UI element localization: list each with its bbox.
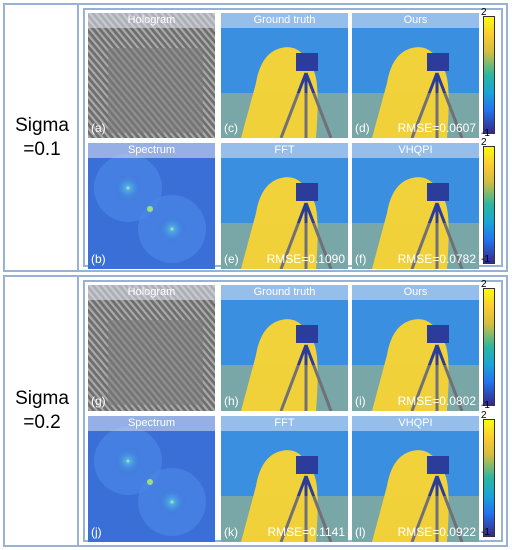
row-label-cell: Sigma =0.1	[5, 5, 79, 270]
spectrum-image	[88, 143, 215, 269]
ours-rmse: RMSE=0.0802	[397, 394, 476, 408]
colorbar	[483, 146, 495, 264]
hologram-label: (a)	[91, 121, 106, 135]
fft-image	[221, 416, 348, 542]
ground-truth-title: Ground truth	[221, 285, 348, 300]
panels-area: Hologram (a) Spectrum (b)	[83, 7, 503, 269]
fft-label: (k)	[224, 525, 238, 539]
sigma-label-line1: Sigma	[15, 388, 69, 409]
fft-title: FFT	[221, 143, 348, 158]
colorbar-max-label: 2	[481, 137, 487, 148]
fft-panel: FFT (e) RMSE=0.1090	[221, 143, 348, 269]
fft-rmse: RMSE=0.1141	[267, 525, 346, 539]
hologram-label: (g)	[91, 394, 106, 408]
colorbar-max-label: 2	[481, 7, 487, 18]
ours-panel: Ours (i) RMSE=0.0802	[352, 285, 479, 411]
vhqpi-panel: VHQPI (l) RMSE=0.0922	[352, 416, 479, 542]
hologram-title: Hologram	[88, 13, 215, 28]
colorbar-max-label: 2	[481, 279, 487, 290]
ground-truth-image	[221, 285, 348, 411]
colorbar-min-label: -1	[481, 254, 490, 265]
spectrum-title: Spectrum	[88, 416, 215, 431]
ground-truth-label: (h)	[224, 394, 239, 408]
vhqpi-panel: VHQPI (f) RMSE=0.0782	[352, 143, 479, 269]
hologram-panel: Hologram (g)	[88, 285, 215, 411]
fft-rmse: RMSE=0.1090	[266, 252, 345, 266]
sigma-label: Sigma =0.2	[5, 387, 79, 435]
ours-panel: Ours (d) RMSE=0.0607	[352, 13, 479, 138]
ground-truth-image	[221, 13, 348, 138]
ours-image	[352, 285, 479, 411]
fft-image	[221, 143, 348, 269]
spectrum-panel: Spectrum (b)	[88, 143, 215, 269]
colorbar	[483, 288, 495, 406]
colorbar-min-label: -1	[481, 128, 490, 139]
vhqpi-image	[352, 416, 479, 542]
vhqpi-label: (l)	[355, 525, 366, 539]
ours-label: (d)	[355, 121, 370, 135]
ground-truth-panel: Ground truth (c)	[221, 13, 348, 138]
ground-truth-title: Ground truth	[221, 13, 348, 28]
ground-truth-panel: Ground truth (h)	[221, 285, 348, 411]
spectrum-label: (j)	[91, 525, 102, 539]
hologram-image	[88, 13, 215, 138]
row-sigma-0-2: Sigma =0.2 Hologram (g)	[3, 275, 508, 547]
hologram-title: Hologram	[88, 285, 215, 300]
vhqpi-rmse: RMSE=0.0782	[397, 252, 476, 266]
spectrum-panel: Spectrum (j)	[88, 416, 215, 542]
colorbar-min-label: -1	[481, 400, 490, 411]
colorbar-min-label: -1	[481, 527, 490, 538]
vhqpi-title: VHQPI	[352, 416, 479, 431]
vhqpi-label: (f)	[355, 252, 367, 266]
ground-truth-label: (c)	[224, 121, 238, 135]
sigma-label-line2: =0.1	[23, 138, 61, 160]
colorbar-max-label: 2	[481, 410, 487, 421]
sigma-label-line2: =0.2	[23, 412, 61, 433]
vhqpi-rmse: RMSE=0.0922	[397, 525, 476, 539]
spectrum-title: Spectrum	[88, 143, 215, 158]
colorbar	[483, 16, 495, 134]
hologram-panel: Hologram (a)	[88, 13, 215, 138]
spectrum-label: (b)	[91, 252, 106, 266]
ours-label: (i)	[355, 394, 366, 408]
sigma-label-line1: Sigma	[15, 114, 69, 136]
vhqpi-image	[352, 143, 479, 269]
row-label-cell: Sigma =0.2	[5, 277, 79, 545]
ours-title: Ours	[352, 13, 479, 28]
hologram-image	[88, 285, 215, 411]
vhqpi-title: VHQPI	[352, 143, 479, 158]
row-sigma-0-1: Sigma =0.1 Hologram (a)	[3, 3, 508, 272]
panels-area: Hologram (g) Spectrum (j)	[83, 279, 503, 542]
fft-title: FFT	[221, 416, 348, 431]
fft-label: (e)	[224, 252, 239, 266]
colorbar	[483, 419, 495, 537]
ours-title: Ours	[352, 285, 479, 300]
ours-rmse: RMSE=0.0607	[397, 121, 476, 135]
sigma-label: Sigma =0.1	[5, 114, 79, 162]
fft-panel: FFT (k) RMSE=0.1141	[221, 416, 348, 542]
spectrum-image	[88, 416, 215, 542]
ours-image	[352, 13, 479, 138]
